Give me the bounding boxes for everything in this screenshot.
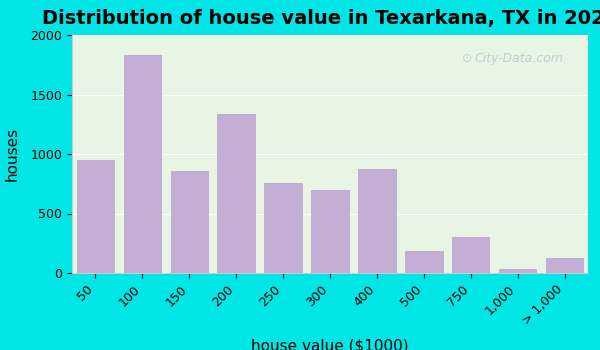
Text: ⊙: ⊙ <box>461 52 472 65</box>
Bar <box>265 183 302 273</box>
Bar <box>499 270 536 273</box>
Bar <box>124 55 161 273</box>
Bar <box>77 160 114 273</box>
X-axis label: house value ($1000): house value ($1000) <box>251 339 409 350</box>
Text: City-Data.com: City-Data.com <box>475 52 563 65</box>
Bar <box>311 190 349 273</box>
Bar <box>170 171 208 273</box>
Bar <box>217 113 255 273</box>
Title: Distribution of house value in Texarkana, TX in 2023: Distribution of house value in Texarkana… <box>42 9 600 28</box>
Bar <box>358 169 395 273</box>
Bar <box>546 258 583 273</box>
Y-axis label: houses: houses <box>4 127 19 181</box>
Bar <box>452 237 490 273</box>
Bar <box>405 251 443 273</box>
